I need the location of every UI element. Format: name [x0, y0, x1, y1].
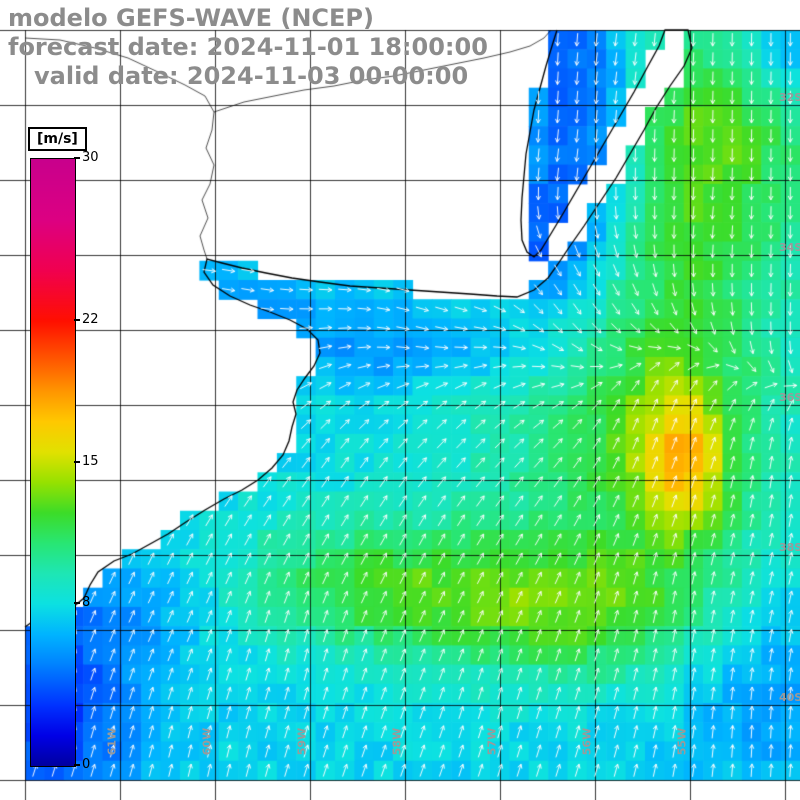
map-canvas — [0, 0, 800, 800]
wave-forecast-map: modelo GEFS-WAVE (NCEP) forecast date: 2… — [0, 0, 800, 800]
